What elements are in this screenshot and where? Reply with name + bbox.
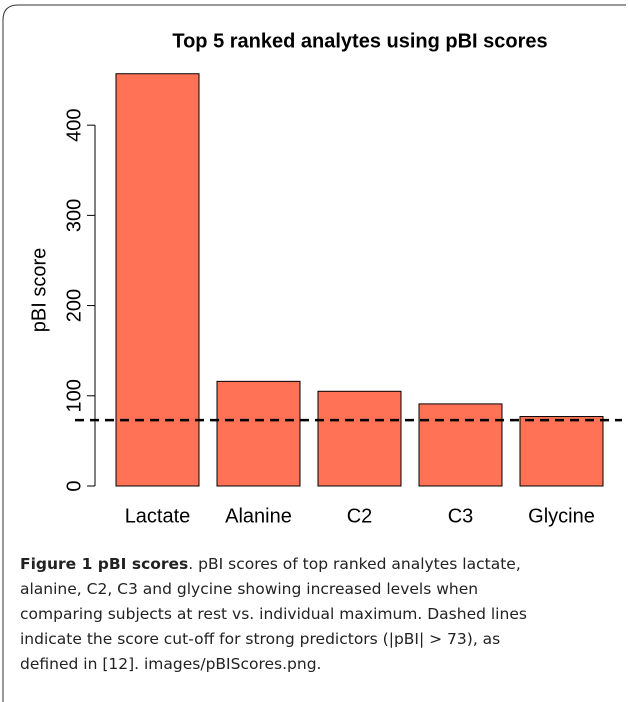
bar [418,403,503,487]
y-axis-label: pBI score [28,248,50,332]
x-tick-label: C2 [347,505,373,527]
caption-text: defined in [12]. images/pBIScores.png. [20,655,322,673]
y-tick-label: 300 [63,199,85,232]
caption-label: Figure 1 pBI scores [20,555,189,573]
bar [115,73,200,487]
bar [216,380,301,487]
x-tick-label: Alanine [225,505,292,527]
bar [317,390,402,487]
y-tick-label: 0 [63,480,85,491]
y-tick-label: 200 [63,289,85,322]
x-tick-label: C3 [448,505,474,527]
caption-text: . pBI scores of top ranked analytes lact… [188,555,521,573]
caption: Figure 1 pBI scores. pBI scores of top r… [20,552,620,677]
x-tick-label: Lactate [125,505,191,527]
caption-text: alanine, C2, C3 and glycine showing incr… [20,580,479,598]
bar [519,416,604,487]
chart-title: Top 5 ranked analytes using pBI scores [172,30,547,52]
caption-text: comparing subjects at rest vs. individua… [20,605,527,623]
frame [2,4,626,702]
y-tick-label: 100 [63,379,85,412]
caption-text: indicate the score cut-off for strong pr… [20,630,501,648]
y-tick-label: 400 [63,108,85,141]
x-tick-label: Glycine [528,505,595,527]
